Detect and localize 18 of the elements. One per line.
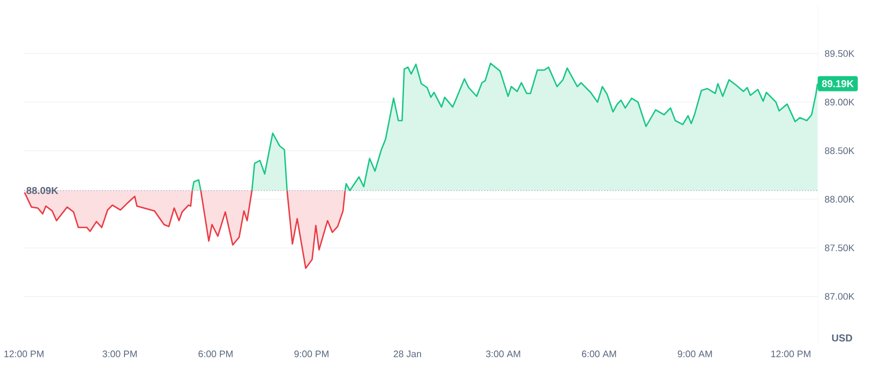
y-tick-label: 87.50K — [824, 244, 854, 252]
x-tick-label: 9:00 AM — [678, 350, 712, 358]
x-tick-label: 12:00 PM — [771, 350, 810, 358]
x-tick-label: 9:00 PM — [294, 350, 328, 358]
x-tick-label: 6:00 PM — [198, 350, 233, 358]
text: USD — [832, 334, 852, 342]
x-tick-label: 3:00 PM — [102, 350, 137, 358]
y-tick-label: 88.00K — [824, 196, 854, 203]
x-tick-label: 6:00 AM — [582, 350, 616, 358]
annotation: 89.19K — [822, 80, 854, 88]
x-tick-label: 28 Jan — [394, 350, 422, 358]
x-tick-label: 12:00 PM — [4, 350, 44, 358]
x-tick-label: 3:00 AM — [486, 350, 520, 358]
ref-line-label: 88.09K — [26, 187, 58, 194]
y-tick-label: 88.50K — [824, 147, 854, 154]
y-tick-label: 89.50K — [824, 50, 854, 57]
y-tick-label: 89.00K — [824, 98, 854, 106]
y-tick-label: 87.00K — [824, 293, 854, 300]
